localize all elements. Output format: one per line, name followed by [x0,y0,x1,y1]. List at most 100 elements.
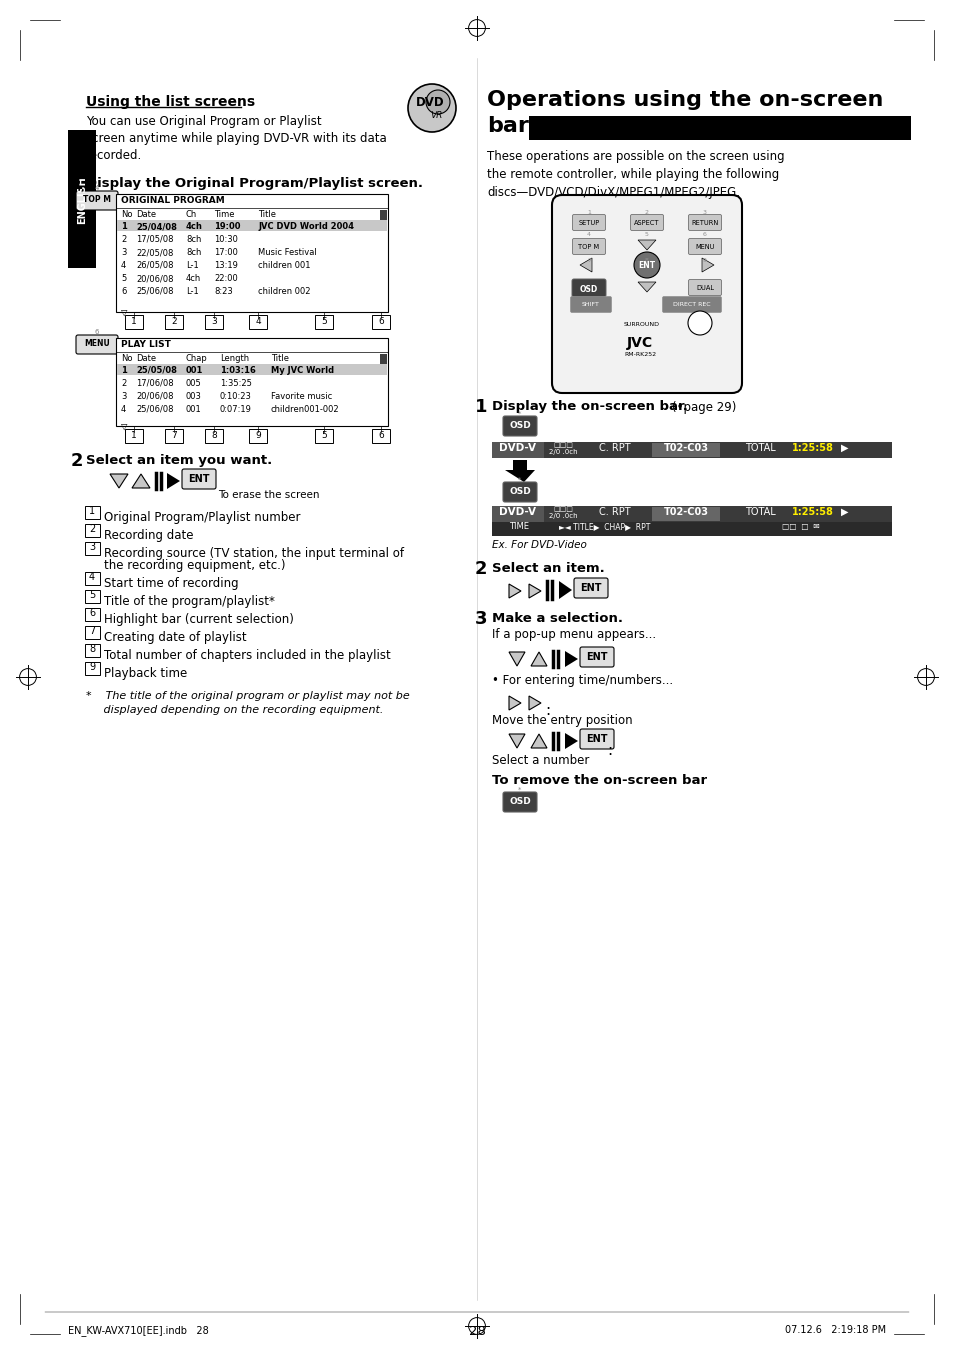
Text: children 002: children 002 [257,287,310,297]
Text: 7: 7 [586,257,590,263]
FancyBboxPatch shape [205,315,223,329]
Text: ENT: ENT [586,653,607,662]
Text: 0:10:23: 0:10:23 [220,393,252,401]
Text: RETURN: RETURN [691,219,718,226]
Text: SETUP: SETUP [578,219,599,226]
Text: 2: 2 [475,561,487,578]
Polygon shape [529,584,540,598]
Text: 17/05/08: 17/05/08 [136,236,173,244]
Text: 1: 1 [71,175,84,194]
Text: 6: 6 [377,317,383,326]
Text: DUAL: DUAL [696,284,713,291]
Text: 25/06/08: 25/06/08 [136,287,173,297]
Text: 20/06/08: 20/06/08 [136,274,173,283]
Text: 1:03:16: 1:03:16 [220,366,255,375]
Polygon shape [531,734,546,747]
Bar [116,338,388,427]
Text: Music Festival: Music Festival [257,248,316,257]
Text: Ch: Ch [186,210,197,219]
Bar [492,523,891,536]
FancyBboxPatch shape [249,429,267,443]
Text: JVC: JVC [626,336,653,349]
Text: 2/0 .0ch: 2/0 .0ch [548,513,577,519]
Text: • For entering time/numbers...: • For entering time/numbers... [492,674,673,686]
Text: 10:30: 10:30 [213,236,237,244]
Text: Length: Length [220,353,249,363]
FancyBboxPatch shape [372,315,390,329]
Text: TOP M: TOP M [578,244,598,250]
Polygon shape [509,734,524,747]
Text: 25/05/08: 25/05/08 [136,366,176,375]
Text: Recording source (TV station, the input terminal of: Recording source (TV station, the input … [104,547,403,561]
FancyBboxPatch shape [205,429,223,443]
Text: 8:23: 8:23 [213,287,233,297]
Text: DVD: DVD [416,96,444,108]
Text: 25/06/08: 25/06/08 [136,405,173,414]
Text: 0:07:19: 0:07:19 [220,405,252,414]
Text: 22:00: 22:00 [213,274,237,283]
Bar [379,353,387,364]
Text: RM-RK252: RM-RK252 [623,352,656,357]
Text: SURROUND: SURROUND [623,322,659,328]
FancyBboxPatch shape [85,524,100,538]
FancyBboxPatch shape [552,195,741,393]
Text: 17:00: 17:00 [213,248,237,257]
Text: ▶: ▶ [841,443,848,454]
Text: *: * [517,412,521,417]
Text: □□  □  ✉: □□ □ ✉ [781,523,819,532]
Polygon shape [531,653,546,666]
Text: 2/0 .0ch: 2/0 .0ch [548,450,577,455]
FancyBboxPatch shape [85,626,100,639]
FancyBboxPatch shape [165,315,183,329]
FancyBboxPatch shape [579,728,614,749]
FancyBboxPatch shape [661,297,720,313]
Text: JVC DVD World 2004: JVC DVD World 2004 [257,222,354,232]
Text: ENT: ENT [586,734,607,743]
Text: 2: 2 [71,452,84,470]
Text: 2: 2 [644,210,648,215]
Text: No: No [121,210,132,219]
Text: ENT: ENT [188,474,210,483]
Text: 4ch: 4ch [186,274,201,283]
Text: ORIGINAL PROGRAM: ORIGINAL PROGRAM [121,196,225,204]
Polygon shape [509,584,520,598]
Text: 5: 5 [321,317,327,326]
FancyBboxPatch shape [182,468,215,489]
Text: MENU: MENU [84,340,110,348]
FancyBboxPatch shape [372,429,390,443]
Text: 6: 6 [89,608,95,617]
Text: 5: 5 [121,274,126,283]
FancyBboxPatch shape [76,334,118,353]
Text: :: : [544,703,550,718]
Text: 1:35:25: 1:35:25 [220,379,252,389]
FancyBboxPatch shape [570,297,611,313]
Circle shape [634,252,659,278]
Polygon shape [558,581,572,598]
Text: Date: Date [136,210,156,219]
Bar [651,506,720,521]
Text: 8ch: 8ch [186,236,201,244]
Text: 1: 1 [121,366,127,375]
FancyBboxPatch shape [502,416,537,436]
Text: Display the on-screen bar.: Display the on-screen bar. [492,399,687,413]
Text: You can use Original Program or Playlist
screen anytime while playing DVD-VR wit: You can use Original Program or Playlist… [86,115,386,162]
FancyBboxPatch shape [249,315,267,329]
FancyBboxPatch shape [579,647,614,668]
Text: T02-C03: T02-C03 [662,506,708,517]
FancyBboxPatch shape [85,542,100,555]
Text: Playback time: Playback time [104,668,187,680]
Text: 4: 4 [121,261,126,269]
Text: Move the entry position: Move the entry position [492,714,632,727]
Circle shape [408,84,456,131]
Text: Date: Date [136,353,156,363]
Text: 3: 3 [211,317,216,326]
Bar [651,443,720,458]
Text: Make a selection.: Make a selection. [492,612,622,626]
Bar [117,219,387,232]
Text: Original Program/Playlist number: Original Program/Playlist number [104,510,300,524]
Text: OSD: OSD [509,487,530,497]
Text: 9: 9 [254,432,260,440]
Text: Total number of chapters included in the playlist: Total number of chapters included in the… [104,649,391,662]
Text: 19:00: 19:00 [213,222,240,232]
Text: 4: 4 [254,317,260,326]
